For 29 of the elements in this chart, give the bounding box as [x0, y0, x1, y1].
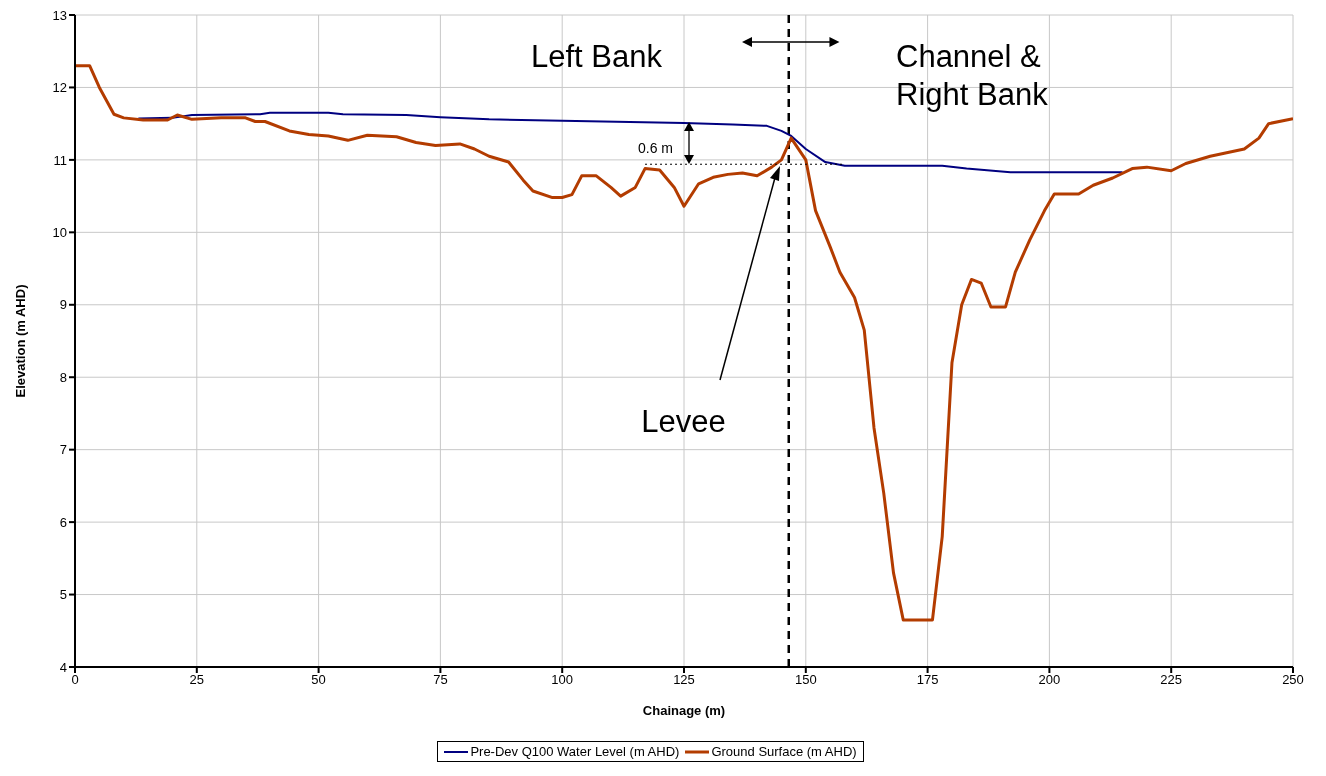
x-tick-label: 225 — [1160, 672, 1183, 688]
legend-label: Ground Surface (m AHD) — [711, 744, 857, 759]
y-tick-label: 10 — [52, 224, 67, 240]
x-axis-title: Chainage (m) — [642, 703, 726, 718]
y-tick-label: 6 — [59, 514, 67, 530]
annotation: Left Bank — [531, 38, 662, 76]
x-tick-label: 150 — [794, 672, 817, 688]
ref-line-label: 0.6 m — [638, 140, 674, 157]
x-tick-label: 200 — [1038, 672, 1061, 688]
legend-label: Pre-Dev Q100 Water Level (m AHD) — [470, 744, 680, 759]
x-tick-label: 250 — [1282, 672, 1304, 688]
y-tick-label: 11 — [53, 152, 67, 168]
annotation: Channel & Right Bank — [896, 38, 1049, 114]
y-tick-label: 13 — [52, 7, 67, 23]
x-tick-label: 0 — [71, 672, 79, 688]
x-tick-label: 175 — [916, 672, 939, 688]
x-tick-label: 50 — [311, 672, 326, 688]
y-tick-label: 9 — [59, 297, 67, 313]
y-axis-title: Elevation (m AHD) — [12, 284, 28, 398]
x-tick-label: 125 — [673, 672, 695, 688]
y-tick-label: 8 — [59, 369, 67, 385]
y-tick-label: 5 — [59, 587, 67, 603]
y-tick-label: 7 — [59, 442, 67, 458]
annotation: Levee — [641, 403, 726, 440]
x-tick-label: 75 — [433, 672, 448, 688]
x-tick-label: 25 — [189, 672, 205, 688]
y-tick-label: 4 — [59, 659, 67, 675]
x-tick-label: 100 — [551, 672, 574, 688]
y-tick-label: 12 — [52, 80, 67, 96]
